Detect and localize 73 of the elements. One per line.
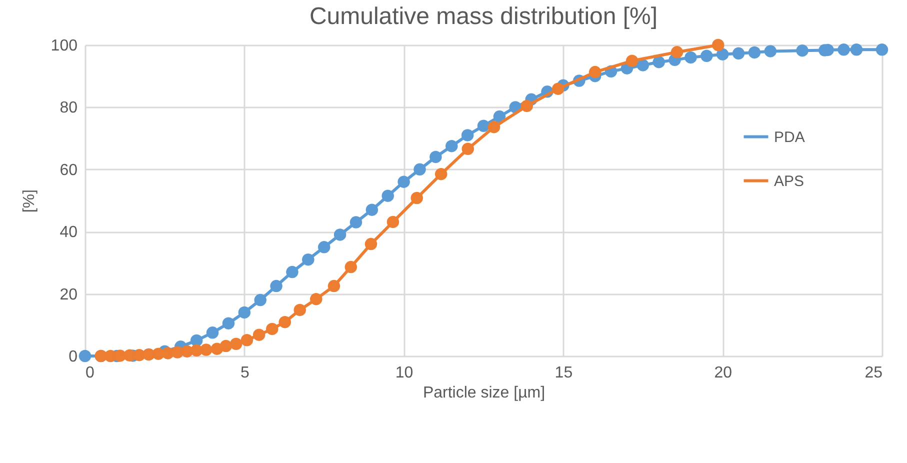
point [286, 266, 298, 278]
point [626, 54, 638, 67]
point [764, 45, 777, 58]
point [386, 216, 400, 228]
point [206, 326, 219, 339]
point [350, 216, 362, 228]
point [328, 280, 340, 292]
legend-label: APS [774, 172, 804, 190]
point [266, 322, 278, 336]
x-tick-label: 15 [554, 364, 573, 382]
point [520, 100, 533, 112]
y-tick-label: 80 [60, 100, 78, 117]
point [310, 292, 322, 306]
point [670, 46, 684, 58]
point [493, 110, 506, 123]
point [850, 44, 863, 56]
point [796, 44, 808, 57]
point [270, 280, 282, 292]
point [294, 304, 306, 316]
point [78, 350, 92, 362]
point [488, 120, 500, 134]
point [477, 120, 490, 132]
point [712, 38, 724, 52]
point [364, 238, 378, 250]
x-tick-label: 5 [240, 364, 250, 382]
y-tick-label: 20 [60, 286, 78, 304]
point [700, 50, 713, 62]
point [716, 48, 729, 60]
legend-label: PDA [774, 128, 805, 146]
point [430, 150, 442, 164]
point [588, 66, 602, 78]
x-tick-label: 0 [86, 364, 94, 382]
point [652, 56, 665, 68]
point [445, 140, 458, 152]
point [344, 260, 358, 274]
point [240, 334, 254, 346]
y-tick-label: 0 [68, 348, 78, 366]
point [838, 44, 850, 56]
x-tick-label: 10 [395, 364, 414, 382]
y-tick-label: 100 [50, 38, 78, 54]
y-axis-title: [%] [20, 189, 38, 213]
point [552, 82, 564, 95]
point [461, 129, 474, 142]
point [366, 204, 378, 216]
point [334, 228, 346, 241]
point [748, 46, 761, 59]
point [252, 328, 266, 341]
y-tick-label: 40 [60, 224, 78, 242]
point [434, 168, 448, 180]
point [636, 59, 650, 72]
point [254, 294, 266, 306]
point [876, 44, 888, 56]
point [318, 241, 330, 254]
point [398, 176, 410, 188]
y-tick-label: 60 [60, 162, 78, 179]
point [230, 338, 242, 350]
point [190, 334, 203, 347]
point [200, 344, 212, 356]
point [382, 190, 394, 202]
point [684, 51, 697, 64]
point [302, 253, 314, 266]
x-tick-label: 25 [864, 364, 883, 382]
point [222, 317, 235, 330]
point [462, 142, 474, 155]
point [732, 47, 745, 60]
x-axis-title: Particle size [µm] [422, 384, 546, 402]
point [414, 163, 426, 176]
x-tick-label: 20 [714, 364, 732, 382]
point [410, 192, 423, 204]
chart-title: Cumulative mass distribution [%] [309, 3, 658, 30]
point [220, 340, 232, 352]
point [238, 306, 251, 319]
point [278, 316, 292, 328]
